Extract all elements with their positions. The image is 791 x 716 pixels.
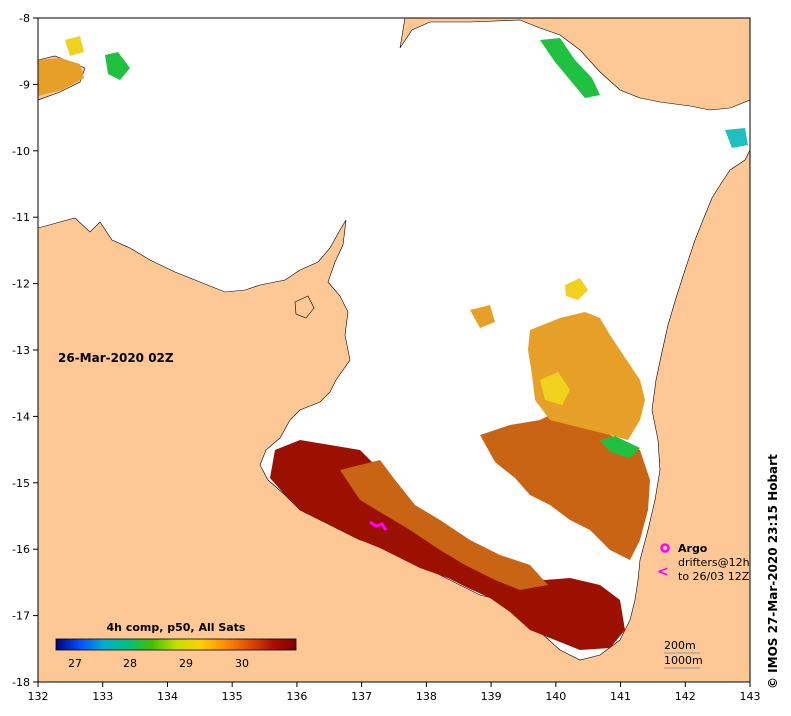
- sst-east-green: [600, 436, 640, 458]
- lon-tick-label: 138: [416, 690, 437, 703]
- argo-label: Argo: [678, 542, 708, 555]
- sst-north-yellow: [565, 278, 588, 300]
- argo-marker-icon: [660, 543, 670, 553]
- sst-mid-patch: [470, 305, 495, 328]
- lon-tick-label: 135: [222, 690, 243, 703]
- lat-tick-label: -10: [12, 145, 30, 158]
- latitude-axis: -8 -9 -10 -11 -12 -13 -14 -15 -16 -17 -18: [12, 12, 38, 689]
- lon-tick-label: 141: [610, 690, 631, 703]
- colorbar-label: 29: [179, 657, 193, 670]
- credit-label: © IMOS 27-Mar-2020 23:15 Hobart: [766, 454, 780, 689]
- land-groote-eylandt: [294, 295, 315, 319]
- sst-east-yellow: [540, 372, 570, 405]
- lon-tick-label: 133: [92, 690, 113, 703]
- colorbar-label: 28: [123, 657, 137, 670]
- lon-tick-label: 137: [351, 690, 372, 703]
- lat-tick-label: -17: [12, 610, 30, 623]
- lon-tick-label: 140: [545, 690, 566, 703]
- drifters-period-label: to 26/03 12Z: [678, 570, 750, 583]
- lat-tick-label: -13: [12, 344, 30, 357]
- land-new-guinea: [399, 18, 750, 111]
- drifter-track: [369, 520, 388, 531]
- longitude-axis: 132 133 134 135 136 137 138 139 140 141 142 143: [28, 682, 761, 703]
- lon-tick-label: 143: [740, 690, 761, 703]
- sst-data-layer: [38, 36, 748, 650]
- sst-east-mid: [528, 312, 645, 440]
- lon-tick-label: 134: [157, 690, 178, 703]
- lon-tick-label: 142: [675, 690, 696, 703]
- lat-tick-label: -11: [12, 211, 30, 224]
- lat-tick-label: -14: [12, 410, 30, 423]
- drifter-arrow-icon: <: [657, 564, 669, 580]
- sst-north-west-patch: [38, 58, 84, 96]
- isobath-200-label: 200m: [664, 639, 696, 652]
- colorbar-label: 30: [235, 657, 249, 670]
- lat-tick-label: -12: [12, 278, 30, 291]
- lon-tick-label: 139: [481, 690, 502, 703]
- sst-north-green-1: [540, 38, 600, 98]
- lat-tick-label: -8: [19, 12, 30, 25]
- lat-tick-label: -9: [19, 78, 30, 91]
- colorbar: 4h comp, p50, All Sats 27 28 29 30: [55, 621, 297, 670]
- sst-north-west-yellow: [65, 36, 84, 56]
- drifter-legend: Argo drifters@12h < to 26/03 12Z: [657, 542, 750, 583]
- lat-tick-label: -16: [12, 543, 30, 556]
- lon-tick-label: 132: [28, 690, 49, 703]
- colorbar-label: 27: [68, 657, 82, 670]
- colorbar-title: 4h comp, p50, All Sats: [107, 621, 246, 634]
- map-content: [38, 18, 750, 682]
- lat-tick-label: -18: [12, 676, 30, 689]
- isobath-1000-label: 1000m: [664, 654, 703, 667]
- lon-tick-label: 136: [286, 690, 307, 703]
- colorbar-ramp: [55, 638, 297, 651]
- sst-north-green-2: [105, 52, 130, 80]
- drifters-label: drifters@12h: [678, 556, 750, 569]
- sst-north-cyan: [725, 128, 748, 148]
- isobath-legend: 200m 1000m: [664, 639, 703, 669]
- sst-south-warm: [340, 460, 548, 590]
- lat-tick-label: -15: [12, 477, 30, 490]
- timestamp-label: 26-Mar-2020 02Z: [58, 351, 174, 365]
